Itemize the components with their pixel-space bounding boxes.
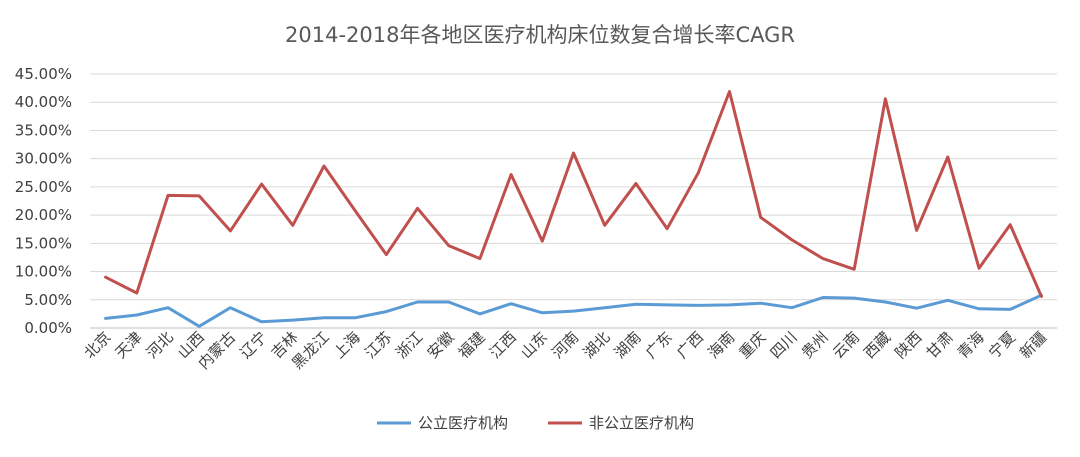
x-tick-label: 青海 [954,328,988,362]
x-tick-label: 西藏 [860,328,894,362]
x-tick-label: 重庆 [736,328,770,362]
x-tick-label: 福建 [455,328,489,362]
x-tick-label: 江苏 [361,328,395,362]
x-tick-label: 北京 [80,328,114,362]
x-tick-label: 河南 [548,328,582,362]
y-tick-label: 40.00% [15,93,72,111]
x-tick-label: 四川 [767,328,801,362]
x-tick-label: 宁夏 [985,328,1019,362]
x-tick-label: 新疆 [1016,328,1050,362]
x-tick-label: 广东 [642,328,676,362]
x-axis-ticks: 北京天津河北山西内蒙古辽宁吉林黑龙江上海江苏浙江安徽福建江西山东河南湖北湖南广东… [80,328,1050,373]
y-tick-label: 30.00% [15,150,72,168]
series-lines [104,90,1043,328]
x-tick-label: 海南 [704,328,738,362]
x-tick-label: 云南 [829,328,863,362]
x-tick-label: 陕西 [892,328,926,362]
x-tick-label: 安徽 [424,328,458,362]
y-tick-label: 0.00% [24,319,72,337]
x-tick-label: 辽宁 [236,328,270,362]
y-tick-label: 35.00% [15,121,72,139]
x-tick-label: 湖北 [580,328,614,362]
chart-title: 2014-2018年各地区医疗机构床位数复合增长率CAGR [285,23,795,47]
x-tick-label: 浙江 [392,328,426,362]
y-tick-label: 15.00% [15,234,72,252]
x-tick-label: 山东 [517,328,551,362]
x-tick-label: 湖南 [611,328,645,362]
legend-label-public: 公立医疗机构 [418,414,508,432]
x-tick-label: 江西 [486,328,520,362]
y-tick-label: 20.00% [15,206,72,224]
legend-label-private: 非公立医疗机构 [589,414,694,432]
y-tick-label: 10.00% [15,263,72,281]
y-tick-label: 25.00% [15,178,72,196]
y-axis-ticks: 0.00% 5.00% 10.00% 15.00% 20.00% 25.00% 30.00%… [15,65,72,337]
y-tick-label: 5.00% [24,291,72,309]
x-tick-label: 甘肃 [923,328,957,362]
series-line-1 [104,90,1043,298]
x-tick-label: 河北 [143,328,177,362]
y-tick-label: 45.00% [15,65,72,83]
gridlines [90,73,1057,329]
x-tick-label: 广西 [673,328,707,362]
x-tick-label: 天津 [112,328,146,362]
x-tick-label: 上海 [330,328,364,362]
series-line-0 [104,293,1043,328]
x-tick-label: 贵州 [798,328,832,362]
legend: 公立医疗机构 非公立医疗机构 [377,414,694,432]
